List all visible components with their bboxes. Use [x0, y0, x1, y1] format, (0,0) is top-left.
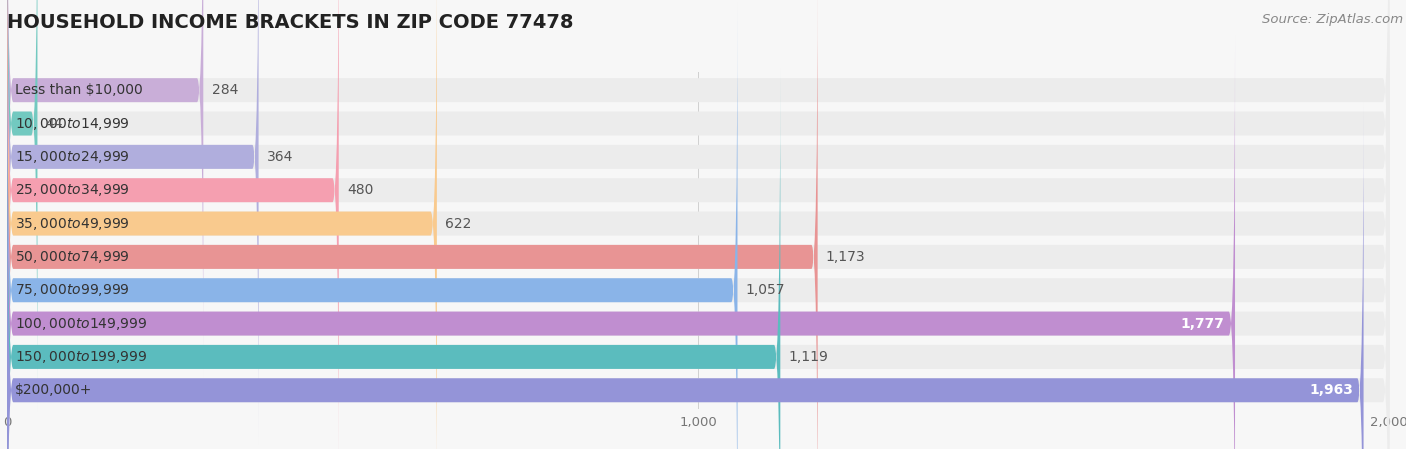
Text: Source: ZipAtlas.com: Source: ZipAtlas.com: [1263, 13, 1403, 26]
Text: 284: 284: [211, 83, 238, 97]
FancyBboxPatch shape: [7, 69, 780, 449]
Text: 1,963: 1,963: [1309, 383, 1353, 397]
FancyBboxPatch shape: [7, 102, 1364, 449]
FancyBboxPatch shape: [7, 0, 259, 445]
FancyBboxPatch shape: [7, 69, 1389, 449]
FancyBboxPatch shape: [7, 0, 1389, 445]
Text: HOUSEHOLD INCOME BRACKETS IN ZIP CODE 77478: HOUSEHOLD INCOME BRACKETS IN ZIP CODE 77…: [7, 13, 574, 32]
Text: 1,057: 1,057: [745, 283, 786, 297]
FancyBboxPatch shape: [7, 35, 1234, 449]
Text: $35,000 to $49,999: $35,000 to $49,999: [15, 216, 131, 232]
Text: Less than $10,000: Less than $10,000: [15, 83, 143, 97]
FancyBboxPatch shape: [7, 0, 339, 449]
FancyBboxPatch shape: [7, 0, 437, 449]
Text: $100,000 to $149,999: $100,000 to $149,999: [15, 316, 148, 331]
FancyBboxPatch shape: [7, 0, 1389, 449]
FancyBboxPatch shape: [7, 0, 818, 449]
Text: $50,000 to $74,999: $50,000 to $74,999: [15, 249, 131, 265]
FancyBboxPatch shape: [7, 35, 1389, 449]
Text: 1,777: 1,777: [1181, 317, 1225, 330]
Text: $10,000 to $14,999: $10,000 to $14,999: [15, 115, 131, 132]
Text: 622: 622: [446, 216, 471, 230]
Text: 1,173: 1,173: [825, 250, 866, 264]
FancyBboxPatch shape: [7, 0, 1389, 449]
Text: 364: 364: [267, 150, 294, 164]
Text: $25,000 to $34,999: $25,000 to $34,999: [15, 182, 131, 198]
Text: 44: 44: [46, 117, 63, 131]
Text: $75,000 to $99,999: $75,000 to $99,999: [15, 282, 131, 298]
FancyBboxPatch shape: [7, 0, 1389, 412]
FancyBboxPatch shape: [7, 0, 1389, 449]
FancyBboxPatch shape: [7, 2, 738, 449]
Text: 1,119: 1,119: [789, 350, 828, 364]
Text: $15,000 to $24,999: $15,000 to $24,999: [15, 149, 131, 165]
Text: $150,000 to $199,999: $150,000 to $199,999: [15, 349, 148, 365]
Text: 480: 480: [347, 183, 374, 197]
Text: $200,000+: $200,000+: [15, 383, 93, 397]
FancyBboxPatch shape: [7, 0, 1389, 378]
FancyBboxPatch shape: [7, 2, 1389, 449]
FancyBboxPatch shape: [7, 102, 1389, 449]
FancyBboxPatch shape: [7, 0, 38, 412]
FancyBboxPatch shape: [7, 0, 204, 378]
